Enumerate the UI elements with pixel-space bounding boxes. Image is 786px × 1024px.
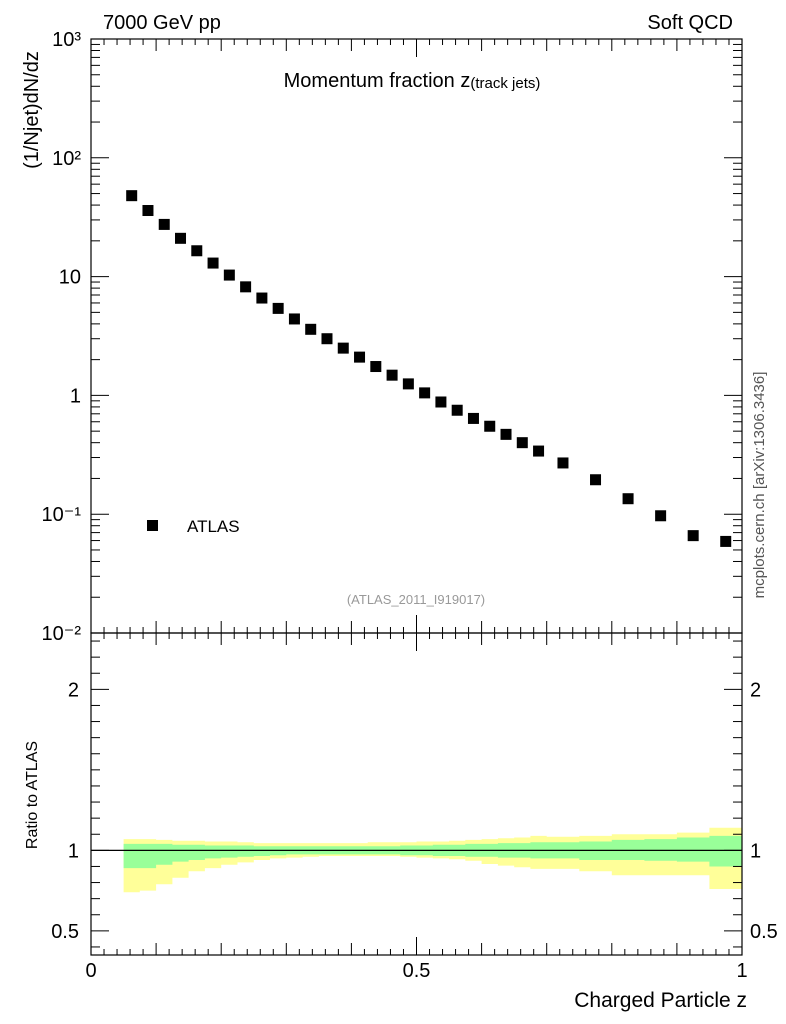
main-axis-ticks <box>90 38 743 634</box>
main-panel: 10⁻² 10⁻¹ 1 10 10² 10³ Momentum fraction z(tr… <box>21 29 743 645</box>
x-axis-label: Charged Particle z <box>574 989 747 1012</box>
uncertainty-bands <box>123 827 743 893</box>
data-point <box>557 457 569 469</box>
legend-label: ATLAS <box>187 517 240 536</box>
data-points <box>126 190 732 547</box>
ratio-ytick-label-right: 2 <box>750 679 761 701</box>
data-point <box>240 281 252 293</box>
legend-marker <box>147 520 158 531</box>
data-point <box>655 510 667 522</box>
data-point <box>288 313 300 325</box>
data-point <box>687 530 699 542</box>
energy-label: 7000 GeV pp <box>103 12 221 34</box>
ratio-ytick-labels: 0.5 0.5 1 1 2 2 <box>51 679 778 943</box>
data-point <box>272 302 284 314</box>
data-point <box>622 493 634 505</box>
data-point <box>516 437 528 449</box>
ratio-axis-ticks <box>90 633 743 955</box>
xtick-label: 0.5 <box>403 960 431 982</box>
main-ytick-label: 1 <box>70 385 81 407</box>
xtick-label: 0 <box>85 960 96 982</box>
main-title-text: Momentum fraction z <box>284 70 471 92</box>
data-point <box>500 428 512 440</box>
data-point <box>256 292 268 304</box>
data-point <box>207 257 219 269</box>
process-label: Soft QCD <box>647 12 733 34</box>
main-title: Momentum fraction z(track jets) <box>284 70 541 92</box>
ratio-panel: 0.5 0.51 12 2 0 0.5 1 Ratio to ATLAS Charged … <box>24 632 778 1012</box>
data-point <box>321 333 333 345</box>
ratio-ytick-label-left: 0.5 <box>51 921 79 943</box>
data-point <box>435 396 447 408</box>
main-frame <box>90 38 743 634</box>
legend: ATLAS <box>147 517 240 536</box>
main-ytick-label: 10³ <box>52 29 81 51</box>
main-ytick-label: 10² <box>52 148 81 170</box>
data-point <box>484 420 496 432</box>
data-point <box>720 535 732 547</box>
uncertainty-band <box>123 835 743 869</box>
data-point <box>590 474 602 486</box>
main-y-axis-label: (1/Njet)dN/dz <box>21 51 43 169</box>
data-point <box>533 445 545 457</box>
data-point <box>158 218 170 230</box>
main-ytick-labels: 10⁻² 10⁻¹ 1 10 10² 10³ <box>42 29 82 645</box>
data-point <box>419 387 431 399</box>
data-point <box>142 205 154 217</box>
ratio-ytick-label-left: 2 <box>68 679 79 701</box>
data-point <box>354 351 366 363</box>
data-point <box>175 232 187 244</box>
main-title-subscript: (track jets) <box>470 75 540 92</box>
data-point <box>305 323 317 335</box>
ratio-xtick-labels: 0 0.5 1 <box>85 960 747 982</box>
data-point <box>467 412 479 424</box>
data-point <box>191 245 203 257</box>
data-point <box>402 378 414 390</box>
analysis-reference: (ATLAS_2011_I919017) <box>347 592 485 607</box>
data-point <box>386 369 398 381</box>
data-point <box>370 361 382 373</box>
ratio-ytick-label-left: 1 <box>68 840 79 862</box>
main-ytick-label: 10⁻¹ <box>42 504 82 526</box>
ratio-y-axis-label: Ratio to ATLAS <box>24 741 41 849</box>
ratio-ytick-label-right: 0.5 <box>750 921 778 943</box>
xtick-label: 1 <box>736 960 747 982</box>
ratio-frame <box>90 632 743 956</box>
data-point <box>126 190 138 202</box>
data-point <box>337 342 349 354</box>
data-point <box>451 404 463 416</box>
data-point <box>223 269 235 281</box>
main-ytick-label: 10⁻² <box>42 623 82 645</box>
side-credit: mcplots.cern.ch [arXiv:1306.3436] <box>751 372 768 599</box>
main-ytick-label: 10 <box>59 267 81 289</box>
ratio-ytick-label-right: 1 <box>750 840 761 862</box>
